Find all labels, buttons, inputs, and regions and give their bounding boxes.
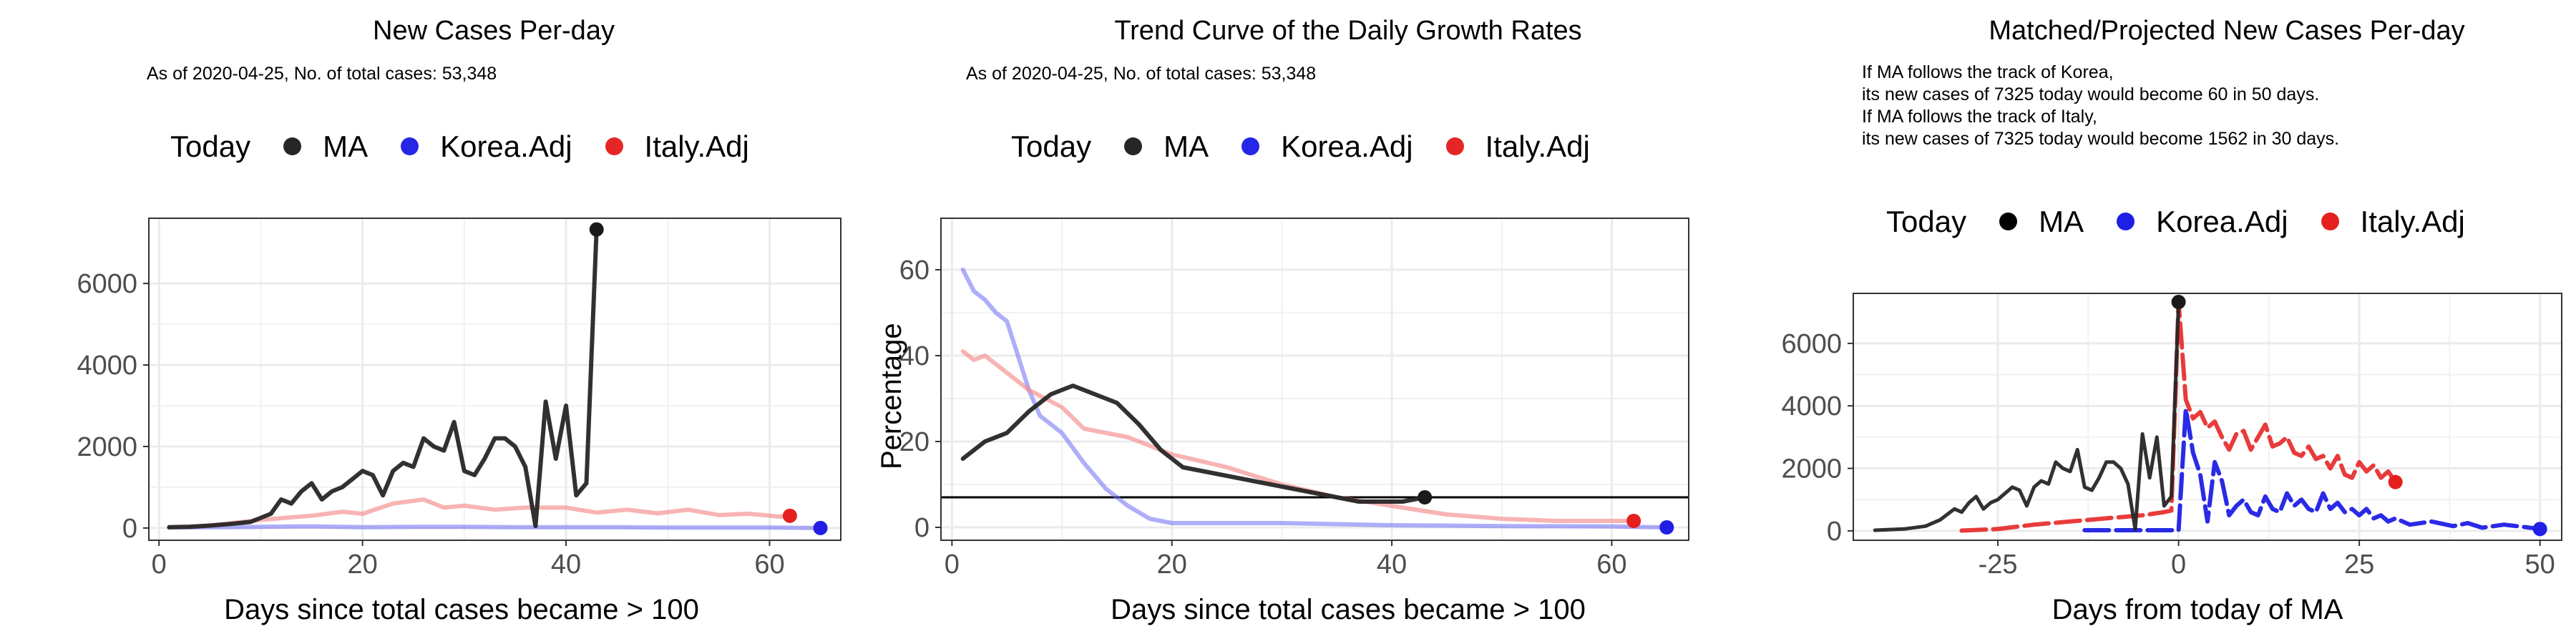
grid: [149, 218, 841, 540]
y-tick-label: 4000: [1781, 391, 1842, 421]
panel-projected: Matched/Projected New Cases Per-day If M…: [1703, 0, 2576, 644]
legend: Today MA Korea.Adj Italy.Adj: [1886, 203, 2465, 239]
y-tick-label: 0: [914, 513, 930, 543]
x-tick-label: 40: [1377, 550, 1407, 580]
panel-new-cases: New Cases Per-day As of 2020-04-25, No. …: [0, 0, 852, 644]
plot-area: 0 20 40 60 0 2000 4000 6000: [77, 218, 841, 580]
grid: [1853, 293, 2562, 540]
x-tick-label: -25: [1979, 550, 2018, 580]
x-tick-label: 60: [1596, 550, 1626, 580]
legend: Today MA Korea.Adj Italy.Adj: [1011, 127, 1590, 164]
today-point-italy-adj: [782, 508, 797, 523]
y-axis-label: Percentage: [876, 323, 907, 469]
y-tick-label: 20: [899, 427, 930, 457]
legend-ma-dot: [283, 137, 302, 156]
legend-ma-dot: [1124, 137, 1143, 156]
chart-note: As of 2020-04-25, No. of total cases: 53…: [147, 63, 497, 85]
x-tick-label: 0: [945, 550, 960, 580]
legend-ma-label: MA: [1163, 129, 1209, 163]
legend-ma-label: MA: [323, 129, 369, 163]
x-axis-label: Days since total cases became > 100: [224, 594, 699, 625]
plot-area: 0 20 40 60 0 20 40 60: [899, 218, 1689, 580]
x-tick-label: 20: [347, 550, 377, 580]
today-point-korea-adj: [813, 520, 828, 535]
chart-note: If MA follows the track of Korea, its ne…: [1862, 62, 2339, 150]
y-tick-label: 0: [1827, 517, 1842, 547]
x-tick-label: 0: [152, 550, 167, 580]
y-tick-label: 2000: [1781, 454, 1842, 484]
x-tick-label: 60: [754, 550, 784, 580]
legend-ma-dot: [1999, 213, 2018, 231]
y-tick-label: 4000: [77, 351, 137, 381]
note-line: As of 2020-04-25, No. of total cases: 53…: [147, 64, 497, 84]
today-point-ma: [1418, 490, 1433, 504]
series-line-italy-adj: [960, 349, 1636, 523]
note-line: its new cases of 7325 today would become…: [1862, 84, 2320, 104]
today-point-italy-adj: [1626, 514, 1641, 528]
x-axis-label: Days from today of MA: [2051, 594, 2343, 625]
legend-italy-label: Italy.Adj: [1485, 129, 1590, 163]
legend-ma-label: MA: [2039, 204, 2084, 238]
y-tick-label: 60: [899, 255, 930, 286]
legend-title: Today: [1011, 129, 1092, 163]
legend-korea-label: Korea.Adj: [440, 129, 572, 163]
chart-title: New Cases Per-day: [373, 16, 615, 46]
series-line-italy-adj: [1959, 300, 2398, 533]
chart-title: Trend Curve of the Daily Growth Rates: [1114, 16, 1582, 46]
today-point-italy-adj: [2388, 474, 2403, 489]
panel-growth-rates: Trend Curve of the Daily Growth Rates As…: [852, 0, 1703, 644]
legend-italy-label: Italy.Adj: [2360, 204, 2465, 238]
series-line-ma: [167, 227, 599, 530]
note-line: If MA follows the track of Italy,: [1862, 107, 2097, 127]
chart-note: As of 2020-04-25, No. of total cases: 53…: [966, 63, 1316, 85]
x-tick-label: 20: [1157, 550, 1187, 580]
note-line: If MA follows the track of Korea,: [1862, 62, 2114, 82]
legend-korea-dot: [1241, 137, 1260, 156]
legend-italy-dot: [2321, 213, 2339, 231]
plot-area: -25 0 25 50 0 2000 4000 6000: [1781, 293, 2562, 580]
y-tick-label: 40: [899, 341, 930, 371]
x-tick-label: 40: [551, 550, 581, 580]
legend-italy-dot: [605, 137, 623, 156]
today-point-ma: [589, 222, 604, 237]
legend-italy-label: Italy.Adj: [644, 129, 749, 163]
legend-italy-dot: [1445, 137, 1464, 156]
series-line-korea-adj: [960, 268, 1669, 530]
series-line-ma: [1873, 300, 2181, 532]
note-line: As of 2020-04-25, No. of total cases: 53…: [966, 64, 1317, 84]
panel-border: [1853, 293, 2562, 541]
legend-korea-dot: [401, 137, 419, 156]
series-line-korea-adj: [2082, 406, 2542, 532]
legend-korea-label: Korea.Adj: [2156, 204, 2288, 238]
x-tick-label: 25: [2344, 550, 2374, 580]
y-tick-label: 0: [122, 514, 137, 544]
legend-korea-label: Korea.Adj: [1281, 129, 1413, 163]
x-tick-label: 0: [2171, 550, 2186, 580]
x-tick-label: 50: [2525, 550, 2555, 580]
chart-title: Matched/Projected New Cases Per-day: [1989, 16, 2465, 46]
today-point-ma: [2171, 295, 2186, 310]
legend-title: Today: [1886, 204, 1967, 238]
series-line-korea-adj: [167, 524, 823, 530]
y-tick-label: 6000: [77, 269, 137, 299]
legend-korea-dot: [2117, 213, 2135, 231]
series-line-italy-adj: [167, 497, 792, 530]
today-point-korea-adj: [2532, 522, 2547, 537]
note-line: its new cases of 7325 today would become…: [1862, 129, 2340, 149]
today-point-korea-adj: [1659, 520, 1674, 535]
y-tick-label: 2000: [77, 432, 137, 462]
panel-border: [940, 218, 1689, 541]
panel-border: [148, 218, 841, 541]
y-tick-label: 6000: [1781, 329, 1842, 359]
legend-title: Today: [170, 129, 251, 163]
series-line-ma: [960, 384, 1428, 504]
x-axis-label: Days since total cases became > 100: [1111, 594, 1586, 625]
grid: [941, 218, 1689, 540]
legend: Today MA Korea.Adj Italy.Adj: [170, 127, 749, 164]
